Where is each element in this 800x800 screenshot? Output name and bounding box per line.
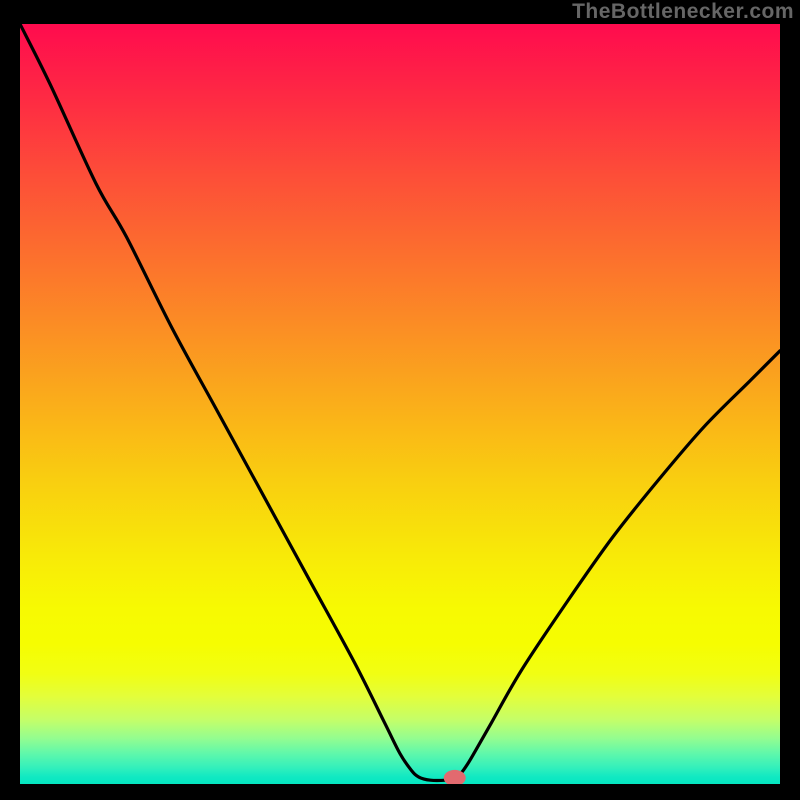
optimal-point-marker [444,770,466,786]
plot-background [20,24,780,784]
watermark-text: TheBottlenecker.com [572,0,794,24]
bottleneck-chart [0,0,800,800]
